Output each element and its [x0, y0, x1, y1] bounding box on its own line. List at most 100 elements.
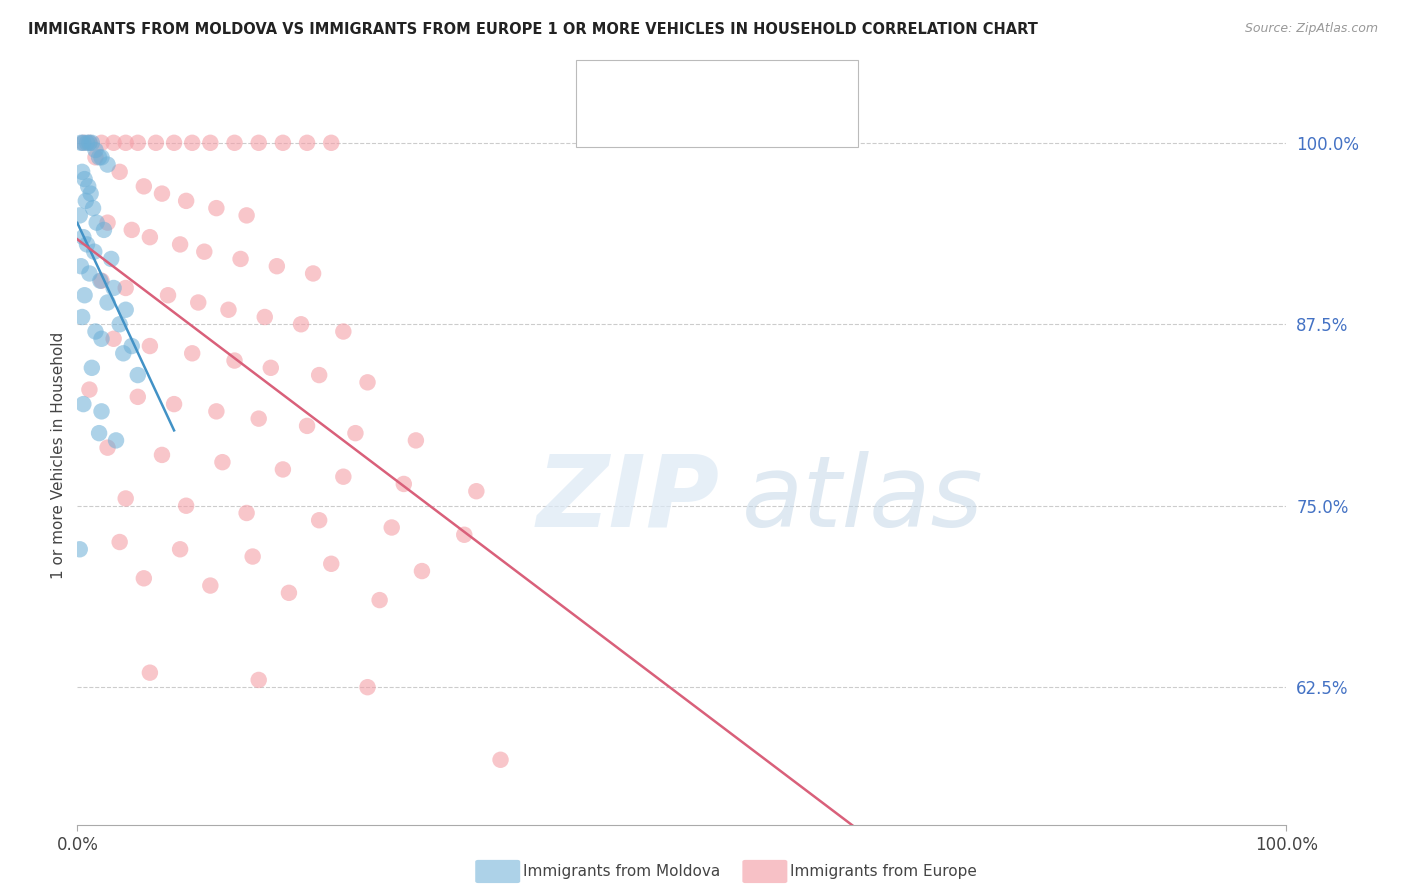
Point: [105, 434, 128, 448]
Point: [235, 208, 257, 222]
Point: [200, 578, 222, 592]
Text: atlas: atlas: [742, 450, 984, 548]
Point: [103, 281, 125, 295]
Point: [200, 136, 222, 150]
Point: [132, 571, 155, 585]
Point: [87, 426, 110, 441]
Point: [174, 194, 197, 208]
Point: [224, 353, 246, 368]
Point: [321, 136, 343, 150]
Point: [302, 267, 325, 281]
Point: [356, 680, 378, 694]
Point: [157, 288, 180, 302]
Point: [70, 136, 93, 150]
Point: [392, 477, 415, 491]
Point: [205, 201, 228, 215]
Point: [114, 491, 136, 506]
Point: [108, 318, 131, 332]
Text: N =: N =: [724, 79, 761, 95]
Point: [187, 295, 209, 310]
Point: [79, 136, 101, 150]
Point: [224, 136, 246, 150]
Text: R =: R =: [634, 112, 668, 128]
Text: Immigrants from Moldova: Immigrants from Moldova: [523, 864, 720, 879]
Text: 79: 79: [761, 111, 785, 128]
Point: [72, 136, 94, 150]
Point: [211, 455, 233, 469]
Point: [266, 259, 288, 273]
Point: [290, 318, 312, 332]
Point: [121, 223, 143, 237]
Text: N =: N =: [724, 112, 761, 128]
Point: [150, 186, 173, 201]
Text: Immigrants from Europe: Immigrants from Europe: [790, 864, 977, 879]
Point: [93, 223, 115, 237]
Point: [174, 499, 197, 513]
Point: [76, 237, 98, 252]
Point: [242, 549, 264, 564]
Point: [405, 434, 427, 448]
Point: [108, 535, 131, 549]
Point: [121, 339, 143, 353]
Point: [90, 136, 112, 150]
Point: [84, 143, 107, 157]
Point: [79, 383, 101, 397]
Point: [69, 208, 91, 222]
Point: [193, 244, 215, 259]
Point: [103, 332, 125, 346]
Point: [169, 542, 191, 557]
Point: [163, 397, 186, 411]
Point: [139, 665, 162, 680]
Point: [86, 216, 108, 230]
Point: [308, 368, 330, 382]
Point: [205, 404, 228, 418]
Point: [82, 201, 104, 215]
Text: IMMIGRANTS FROM MOLDOVA VS IMMIGRANTS FROM EUROPE 1 OR MORE VEHICLES IN HOUSEHOL: IMMIGRANTS FROM MOLDOVA VS IMMIGRANTS FR…: [28, 22, 1038, 37]
Point: [321, 557, 343, 571]
Point: [77, 179, 100, 194]
Point: [489, 753, 512, 767]
Text: ZIP: ZIP: [537, 450, 720, 548]
Point: [114, 136, 136, 150]
Text: 0.159: 0.159: [669, 78, 724, 96]
Point: [247, 136, 270, 150]
Point: [76, 136, 98, 150]
Point: [247, 673, 270, 687]
Point: [73, 288, 96, 302]
FancyBboxPatch shape: [591, 108, 628, 133]
FancyBboxPatch shape: [591, 75, 628, 100]
Point: [181, 346, 204, 360]
Point: [96, 295, 118, 310]
Point: [90, 150, 112, 164]
Point: [127, 390, 149, 404]
Point: [83, 244, 105, 259]
Point: [453, 528, 475, 542]
Point: [308, 513, 330, 527]
Point: [145, 136, 167, 150]
Point: [332, 469, 354, 483]
Point: [70, 165, 93, 179]
Point: [72, 230, 94, 244]
Point: [96, 158, 118, 172]
Point: [278, 586, 301, 600]
Point: [368, 593, 391, 607]
Point: [150, 448, 173, 462]
Point: [181, 136, 204, 150]
Text: R =: R =: [634, 79, 668, 95]
Point: [271, 462, 294, 476]
Point: [114, 302, 136, 317]
Point: [229, 252, 252, 266]
Point: [344, 426, 367, 441]
Point: [139, 339, 162, 353]
Point: [80, 136, 103, 150]
Point: [96, 441, 118, 455]
Point: [271, 136, 294, 150]
Point: [69, 542, 91, 557]
Point: [295, 136, 318, 150]
Point: [70, 259, 93, 273]
Point: [218, 302, 240, 317]
Point: [235, 506, 257, 520]
Point: [253, 310, 276, 324]
Y-axis label: 1 or more Vehicles in Household: 1 or more Vehicles in Household: [51, 331, 66, 579]
Point: [103, 136, 125, 150]
